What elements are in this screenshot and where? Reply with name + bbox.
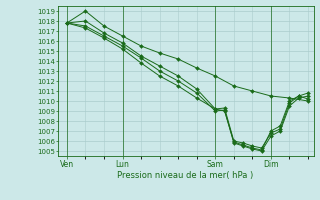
X-axis label: Pression niveau de la mer( hPa ): Pression niveau de la mer( hPa )	[117, 171, 254, 180]
